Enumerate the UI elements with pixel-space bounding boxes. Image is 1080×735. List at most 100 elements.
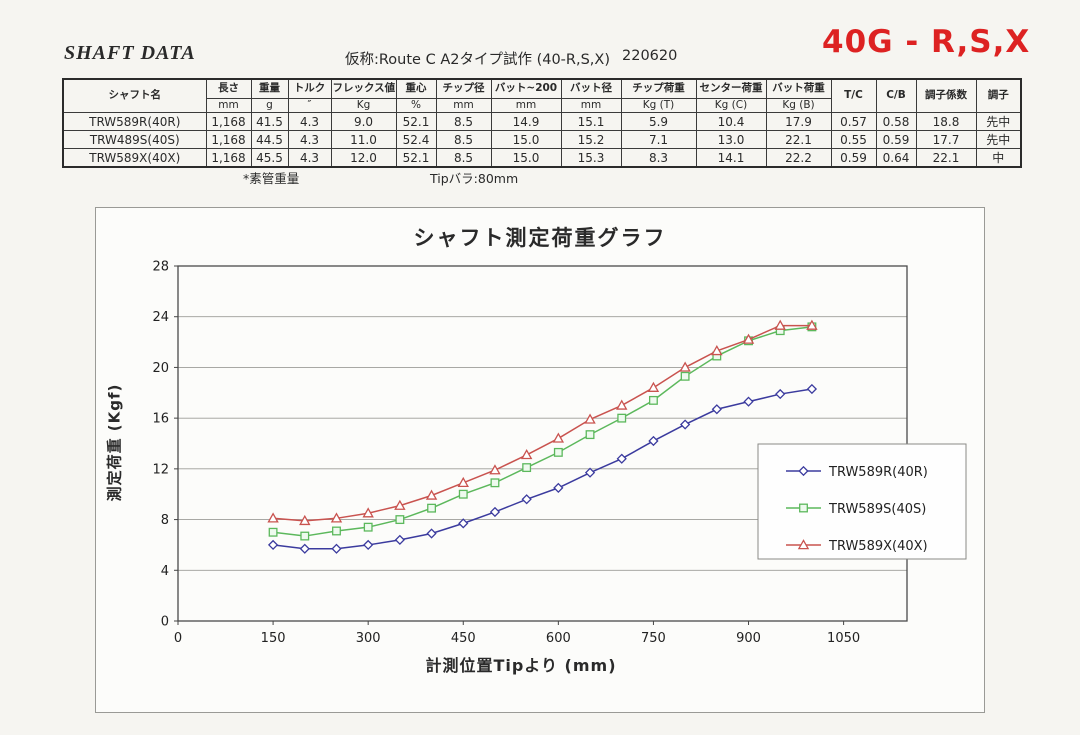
- value-cell: 8.5: [435, 112, 492, 131]
- data-point-diamond: [806, 383, 818, 395]
- data-point-triangle: [425, 489, 438, 500]
- load-chart-box: 0 4 8 12 16 20 24 28 0 150 300 450 600 750 900 1050 TRW5…: [95, 207, 985, 713]
- chart-title: シャフト測定荷重グラフ: [413, 226, 667, 250]
- data-point-diamond: [521, 494, 532, 505]
- x-tick-label: 1050: [827, 631, 860, 646]
- col-header: バット径: [560, 78, 622, 99]
- data-point-diamond: [553, 482, 564, 493]
- value-cell: 0.58: [875, 112, 917, 131]
- col-header: バット荷重: [765, 78, 832, 99]
- col-header: チップ径: [435, 78, 492, 99]
- data-point-triangle: [616, 399, 628, 410]
- model-label: 40G - R,S,X: [822, 24, 1031, 60]
- data-point-triangle: [520, 448, 533, 460]
- date-code: 220620: [622, 48, 678, 64]
- value-cell: 先中: [975, 112, 1022, 131]
- value-cell: 4.3: [287, 112, 332, 131]
- y-tick-label: 16: [152, 412, 169, 427]
- series-line: [272, 326, 813, 537]
- value-cell: 1,168: [205, 130, 252, 149]
- data-point-triangle: [362, 507, 374, 518]
- data-point-square: [300, 531, 310, 541]
- col-header: 重心: [395, 78, 437, 99]
- x-tick-label: 600: [546, 631, 571, 646]
- data-point-triangle: [267, 512, 279, 523]
- series-line: [272, 388, 813, 550]
- col-header: 長さ: [205, 78, 252, 99]
- value-cell: 22.1: [915, 148, 977, 168]
- data-point-diamond: [743, 396, 754, 407]
- data-point-square: [268, 527, 278, 537]
- data-point-triangle: [647, 381, 660, 392]
- col-header: トルク: [287, 78, 332, 99]
- value-cell: 8.3: [620, 148, 697, 168]
- col-unit: mm: [490, 98, 562, 113]
- value-cell: 14.1: [695, 148, 767, 168]
- value-cell: 1,168: [205, 112, 252, 131]
- data-point-triangle: [584, 413, 596, 424]
- data-point-diamond: [458, 518, 469, 529]
- data-point-diamond: [775, 388, 786, 400]
- shaft-name-cell: TRW489S(40S): [62, 130, 207, 149]
- data-point-diamond: [584, 467, 596, 478]
- data-point-diamond: [331, 543, 342, 554]
- data-point-square: [458, 489, 468, 499]
- col-header: フレックス値: [330, 78, 397, 99]
- table-row: TRW589R(40R) 1,168 41.5 4.3 9.0 52.1 8.5 14.9 15…: [62, 112, 1022, 131]
- value-cell: 0.64: [875, 148, 917, 168]
- value-cell: 13.0: [695, 130, 767, 149]
- data-point-square: [553, 447, 563, 457]
- data-point-square: [490, 478, 500, 488]
- y-tick-label: 8: [161, 513, 169, 528]
- value-cell: 8.5: [435, 148, 492, 168]
- data-point-diamond: [798, 465, 809, 477]
- series-line: [273, 324, 812, 522]
- data-point-square: [427, 503, 437, 513]
- y-tick-label: 20: [152, 361, 169, 376]
- value-cell: 12.0: [330, 148, 397, 168]
- col-unit: mm: [560, 98, 622, 113]
- col-header: チップ荷重: [620, 78, 697, 99]
- data-point-diamond: [363, 539, 374, 551]
- col-unit: Kg (B): [765, 98, 832, 113]
- value-cell: 44.5: [250, 130, 289, 149]
- x-axis-label: 計測位置Tipより (mm): [425, 656, 617, 675]
- col-header: 調子: [975, 78, 1022, 113]
- table-row: TRW489S(40S) 1,168 44.5 4.3 11.0 52.4 8.5 15.0 1…: [62, 130, 1022, 149]
- value-cell: 9.0: [330, 112, 397, 131]
- shaft-name-cell: TRW589X(40X): [62, 148, 207, 168]
- footnote-tip: Tipバラ:80mm: [430, 171, 519, 186]
- y-tick-label: 12: [152, 462, 169, 477]
- value-cell: 15.2: [560, 130, 622, 149]
- value-cell: 52.1: [395, 148, 437, 168]
- data-point-square: [617, 413, 627, 423]
- value-cell: 15.3: [560, 148, 622, 168]
- data-point-triangle: [552, 432, 565, 443]
- y-axis-label: 測定荷重 (Kgf): [105, 383, 124, 502]
- data-point-diamond: [394, 534, 405, 545]
- value-cell: 15.0: [490, 148, 562, 168]
- x-tick-label: 0: [174, 631, 182, 646]
- doc-subtitle: 仮称:Route C A2タイプ試作 (40-R,S,X): [345, 52, 610, 68]
- data-point-square: [522, 463, 532, 473]
- value-cell: 0.57: [830, 112, 877, 131]
- x-tick-label: 450: [451, 631, 476, 646]
- col-unit: g: [250, 98, 289, 113]
- value-cell: 先中: [975, 130, 1022, 149]
- data-point-triangle: [299, 514, 311, 526]
- data-point-triangle: [797, 539, 810, 550]
- data-point-triangle: [330, 512, 343, 523]
- col-unit: Kg: [330, 98, 397, 113]
- data-point-triangle: [806, 319, 818, 330]
- legend-box: [757, 443, 967, 560]
- value-cell: 10.4: [695, 112, 767, 131]
- footnote-material-weight: *素管重量: [243, 171, 300, 186]
- x-tick-label: 300: [356, 631, 381, 646]
- col-unit: mm: [435, 98, 492, 113]
- col-header: シャフト名: [62, 78, 207, 113]
- data-point-diamond: [616, 453, 627, 464]
- doc-title: SHAFT DATA: [64, 42, 196, 64]
- value-cell: 22.1: [765, 130, 832, 149]
- data-point-diamond: [711, 404, 722, 415]
- table-row: TRW589X(40X) 1,168 45.5 4.3 12.0 52.1 8.5 15.0 1…: [62, 148, 1022, 168]
